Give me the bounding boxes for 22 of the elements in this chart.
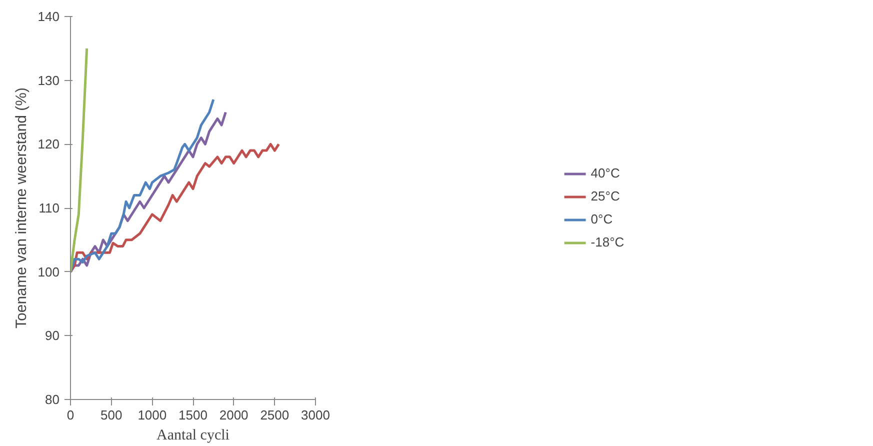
y-axis-title: Toename van interne weerstand (%) bbox=[12, 88, 30, 328]
legend-label: 0°C bbox=[590, 212, 613, 226]
x-tick-label: 1000 bbox=[138, 408, 167, 422]
y-tick-label: 90 bbox=[45, 328, 60, 344]
x-tick-label: 500 bbox=[100, 408, 122, 422]
line-series bbox=[70, 142, 280, 274]
x-tick-label: 2000 bbox=[219, 408, 248, 422]
y-tick-label: 130 bbox=[38, 72, 60, 88]
x-tick-label: 3000 bbox=[301, 408, 330, 422]
line-series bbox=[70, 47, 88, 274]
y-tick-label: 110 bbox=[38, 200, 60, 216]
x-axis-title: Aantal cycli bbox=[156, 428, 230, 444]
y-tick-label: 120 bbox=[38, 136, 60, 152]
y-tick-label: 80 bbox=[45, 392, 60, 407]
legend-label: 40°C bbox=[590, 166, 620, 180]
legend-label: -18°C bbox=[590, 234, 624, 250]
y-tick-label: 140 bbox=[38, 9, 60, 24]
x-tick-label: 0 bbox=[66, 408, 74, 422]
x-tick-label: 2500 bbox=[260, 408, 290, 422]
y-tick-label: 100 bbox=[38, 264, 60, 280]
legend-label: 25°C bbox=[590, 188, 620, 204]
x-tick-label: 1500 bbox=[178, 408, 208, 422]
